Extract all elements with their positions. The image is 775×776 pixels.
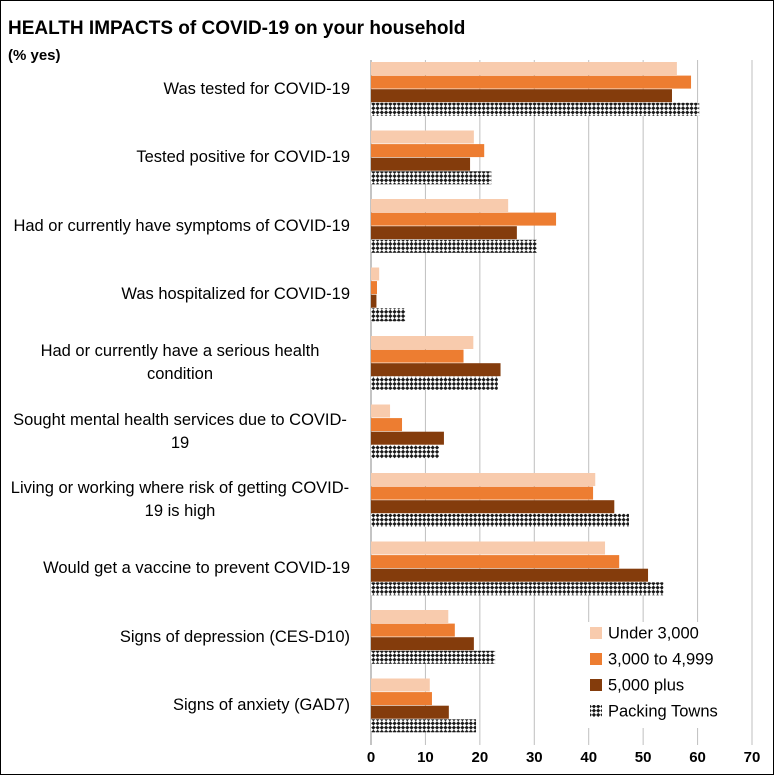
bar <box>371 555 620 569</box>
bar <box>371 431 444 445</box>
x-tick-label: 30 <box>526 749 543 766</box>
legend-label: Packing Towns <box>608 702 718 720</box>
bar <box>371 239 538 253</box>
y-tick-label: Had or currently have a serious health c… <box>10 336 350 390</box>
y-tick-label: Would get a vaccine to prevent COVID-19 <box>10 542 350 596</box>
bar <box>371 199 509 212</box>
chart-subtitle: (% yes) <box>8 47 61 64</box>
bar <box>371 363 501 377</box>
category-text: Was hospitalized for COVID-19 <box>121 285 350 304</box>
y-tick-label: Tested positive for COVID-19 <box>10 131 350 185</box>
category-text: Tested positive for COVID-19 <box>136 148 350 167</box>
category-text: Signs of anxiety (GAD7) <box>173 696 350 715</box>
bar <box>371 281 377 295</box>
bar <box>371 486 594 500</box>
bar <box>371 582 664 596</box>
category-text: Sought mental health services due to COV… <box>13 410 347 452</box>
bar <box>371 157 471 171</box>
bar <box>371 349 464 363</box>
bar <box>371 623 455 637</box>
bar <box>371 692 432 706</box>
chart-title: HEALTH IMPACTS of COVID-19 on your house… <box>8 18 465 39</box>
category-text: Had or currently have a serious health c… <box>40 342 320 384</box>
y-tick-label: Living or working where risk of getting … <box>10 473 350 527</box>
y-tick-label: Signs of depression (CES-D10) <box>10 610 350 664</box>
bar <box>371 212 557 226</box>
bar <box>371 144 485 158</box>
bar <box>371 130 474 144</box>
bar <box>371 719 477 733</box>
bar <box>371 568 649 582</box>
bar <box>371 500 615 514</box>
bar <box>371 89 672 103</box>
bar <box>371 267 380 281</box>
bar <box>371 705 449 719</box>
bar <box>371 102 700 116</box>
bar <box>371 376 498 390</box>
x-tick-label: 0 <box>367 749 375 766</box>
bar <box>371 678 430 692</box>
x-tick-label: 70 <box>744 749 761 766</box>
legend-swatch <box>590 627 602 639</box>
legend-label: 3,000 to 4,999 <box>608 650 714 668</box>
legend-label: Under 3,000 <box>608 624 699 642</box>
bar <box>371 75 692 89</box>
x-tick-label: 50 <box>635 749 652 766</box>
bar <box>371 404 391 418</box>
y-tick-label: Had or currently have symptoms of COVID-… <box>10 199 350 253</box>
bar <box>371 62 677 75</box>
bar <box>371 473 596 486</box>
bar <box>371 294 377 308</box>
category-text: Would get a vaccine to prevent COVID-19 <box>43 559 350 578</box>
legend-box <box>588 622 748 728</box>
bar <box>371 637 474 651</box>
category-text: Had or currently have symptoms of COVID-… <box>13 216 350 235</box>
y-tick-label: Was hospitalized for COVID-19 <box>10 268 350 322</box>
legend-swatch <box>590 653 602 665</box>
bar <box>371 226 517 240</box>
y-tick-label: Sought mental health services due to COV… <box>10 405 350 459</box>
category-text: Was tested for COVID-19 <box>163 79 350 98</box>
bar <box>371 541 606 555</box>
x-tick-label: 40 <box>580 749 597 766</box>
bar <box>371 445 440 459</box>
legend-swatch <box>590 679 602 691</box>
category-text: Signs of depression (CES-D10) <box>119 627 350 646</box>
bar <box>371 336 474 349</box>
bar <box>371 610 449 623</box>
category-text: Living or working where risk of getting … <box>10 479 350 521</box>
legend-swatch <box>590 705 602 717</box>
y-tick-label: Signs of anxiety (GAD7) <box>10 679 350 733</box>
bar <box>371 308 406 322</box>
y-tick-label: Was tested for COVID-19 <box>10 62 350 116</box>
bar <box>371 513 629 527</box>
x-tick-label: 60 <box>689 749 706 766</box>
x-tick-label: 10 <box>417 749 434 766</box>
legend-label: 5,000 plus <box>608 676 684 694</box>
bar <box>371 418 403 432</box>
x-tick-label: 20 <box>472 749 489 766</box>
bar <box>371 171 492 185</box>
bar <box>371 650 496 664</box>
